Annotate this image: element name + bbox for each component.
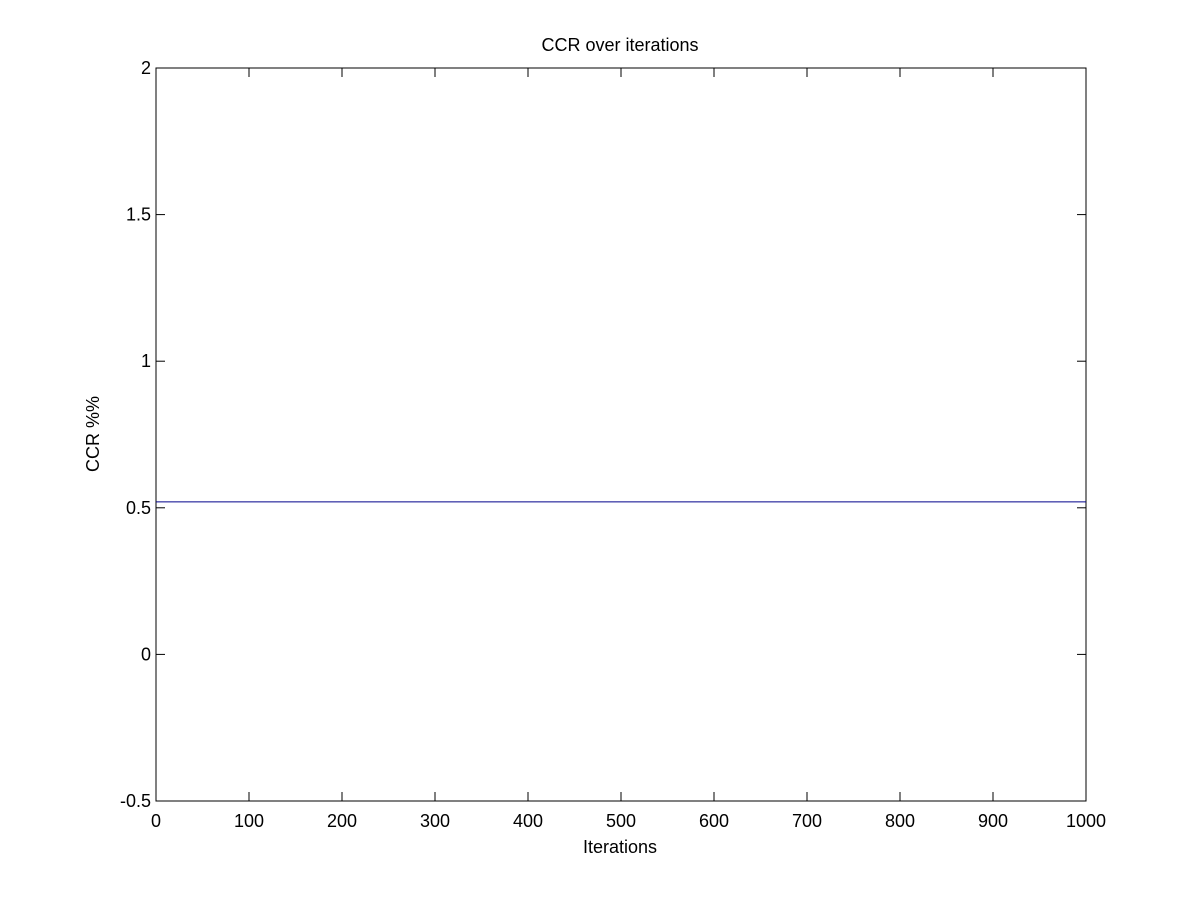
y-tick-label: -0.5 [120, 791, 151, 811]
y-tick-label: 1.5 [126, 205, 151, 225]
plot-area [155, 67, 1087, 802]
y-tick-label: 0.5 [126, 498, 151, 518]
chart-title: CCR over iterations [541, 35, 698, 55]
y-tick-label: 2 [141, 58, 151, 78]
x-tick-label: 700 [792, 811, 822, 831]
x-tick-label: 600 [699, 811, 729, 831]
x-tick-label: 400 [513, 811, 543, 831]
x-tick-label: 300 [420, 811, 450, 831]
x-tick-label: 1000 [1066, 811, 1106, 831]
x-tick-label: 800 [885, 811, 915, 831]
y-tick-label: 1 [141, 351, 151, 371]
y-axis-ticks: -0.5 0 0.5 1 1.5 2 [120, 58, 1086, 811]
x-tick-label: 0 [151, 811, 161, 831]
x-tick-label: 200 [327, 811, 357, 831]
y-tick-label: 0 [141, 644, 151, 664]
x-axis-title: Iterations [583, 837, 657, 857]
x-tick-label: 100 [234, 811, 264, 831]
x-axis-ticks: 0 100 200 300 400 500 600 700 800 900 1000 [151, 68, 1106, 831]
x-tick-label: 500 [606, 811, 636, 831]
x-tick-label: 900 [978, 811, 1008, 831]
y-axis-title: CCR %% [83, 396, 103, 472]
axes-box [155, 67, 1087, 802]
